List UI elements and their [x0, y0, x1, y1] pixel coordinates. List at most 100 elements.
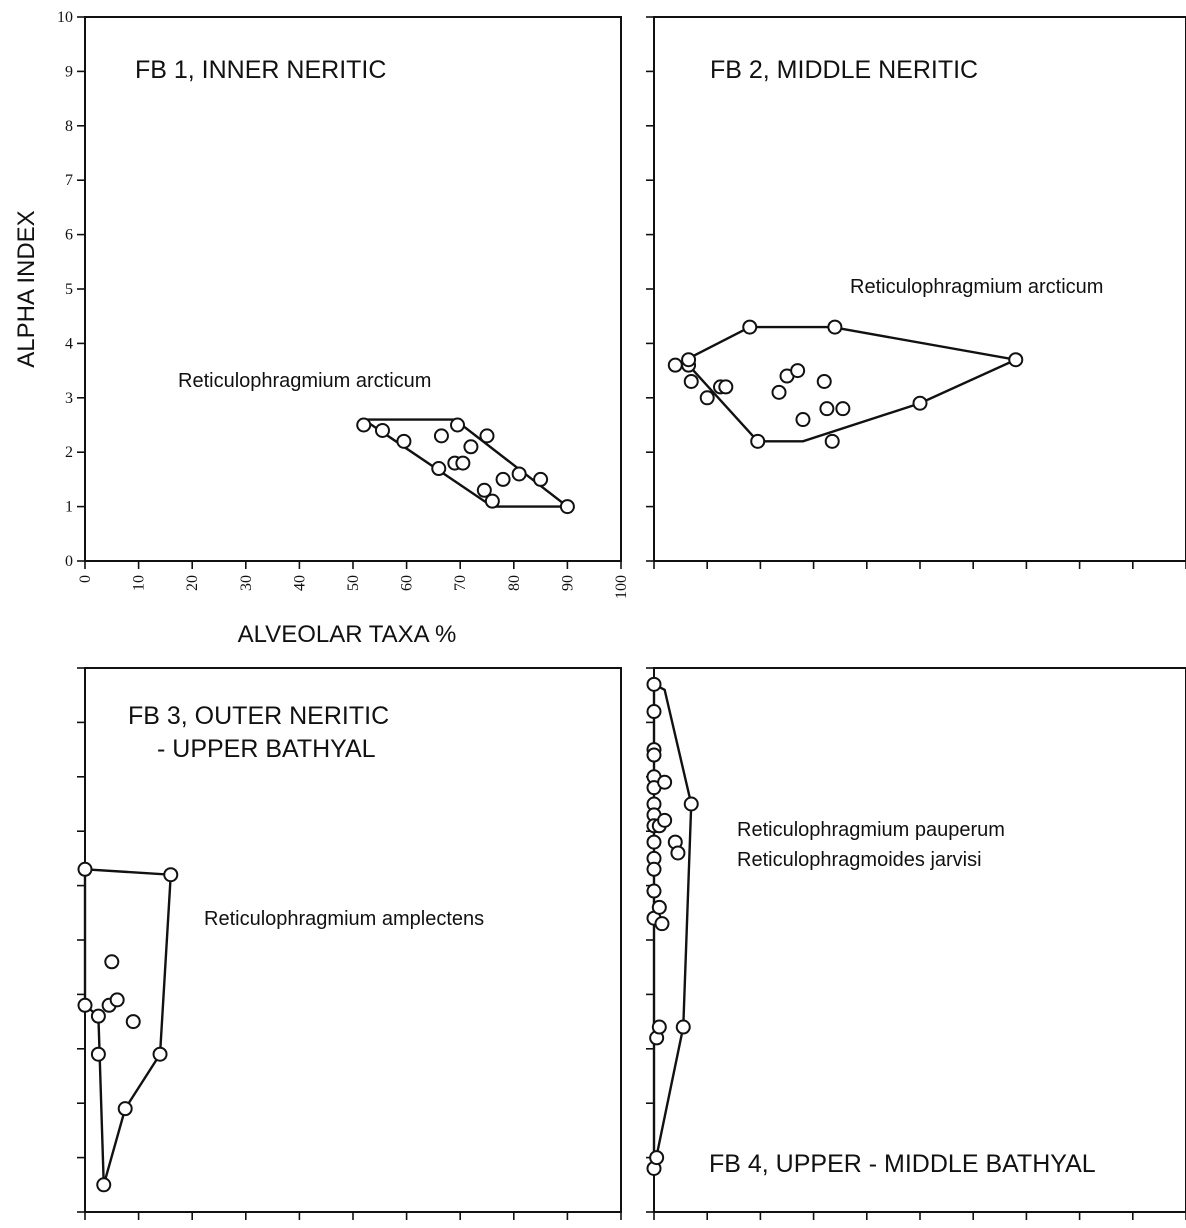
data-point [479, 428, 495, 444]
data-point [495, 471, 511, 487]
data-point [675, 1019, 691, 1035]
data-point [657, 774, 673, 790]
taxon-label: Reticulophragmium arcticum [178, 370, 431, 392]
y-tick-label: 3 [65, 390, 73, 407]
data-point [1008, 352, 1024, 368]
data-point [152, 1046, 168, 1062]
data-point [835, 401, 851, 417]
data-point [657, 812, 673, 828]
panel-title: FB 3, OUTER NERITIC [128, 702, 389, 730]
data-point [463, 439, 479, 455]
x-tick-label: 90 [559, 575, 576, 591]
data-point [651, 1019, 667, 1035]
data-point [742, 319, 758, 335]
taxon-label: Reticulophragmoides jarvisi [737, 849, 982, 871]
data-point [912, 395, 928, 411]
x-tick-label: 20 [184, 575, 201, 591]
panel-title: FB 1, INNER NERITIC [135, 56, 386, 84]
y-tick-label: 2 [65, 444, 73, 461]
panel-title: FB 4, UPPER - MIDDLE BATHYAL [709, 1150, 1096, 1178]
data-point [683, 373, 699, 389]
y-tick-label: 6 [65, 227, 73, 244]
y-tick-label: 8 [65, 118, 73, 135]
data-point [646, 747, 662, 763]
data-point [646, 834, 662, 850]
data-point [431, 461, 447, 477]
data-point [651, 899, 667, 915]
data-point [90, 1046, 106, 1062]
panel-title: FB 2, MIDDLE NERITIC [710, 56, 978, 84]
data-point [90, 1008, 106, 1024]
data-point [667, 357, 683, 373]
data-point [433, 428, 449, 444]
data-point [96, 1177, 112, 1193]
taxon-label: Reticulophragmium pauperum [737, 819, 1005, 841]
data-point [699, 390, 715, 406]
data-point [356, 417, 372, 433]
x-tick-label: 30 [238, 575, 255, 591]
x-tick-label: 60 [399, 575, 416, 591]
x-tick-label: 50 [345, 575, 362, 591]
x-tick-label: 10 [131, 575, 148, 591]
y-tick-label: 10 [57, 9, 73, 26]
data-point [476, 482, 492, 498]
data-point [559, 499, 575, 515]
y-tick-label: 7 [65, 172, 73, 189]
x-tick-label: 0 [77, 575, 94, 583]
data-point [117, 1101, 133, 1117]
data-point [654, 916, 670, 932]
panel-fb3: FB 3, OUTER NERITIC - UPPER BATHYAL Reticu… [77, 667, 622, 1220]
data-point [646, 704, 662, 720]
panel-title: - UPPER BATHYAL [157, 735, 376, 763]
data-point [683, 796, 699, 812]
data-point [125, 1014, 141, 1030]
y-tick-label: 9 [65, 63, 73, 80]
data-point [484, 493, 500, 509]
x-tick-label: 40 [291, 575, 308, 591]
data-point [646, 883, 662, 899]
assemblage-envelope [652, 682, 693, 1169]
panel-fb2: FB 2, MIDDLE NERITIC Reticulophragmium ar… [646, 16, 1186, 569]
data-point [77, 861, 93, 877]
panel-frame [653, 667, 1186, 1213]
data-point [819, 401, 835, 417]
y-tick-label: 1 [65, 499, 73, 516]
data-point [646, 676, 662, 692]
data-point [790, 363, 806, 379]
data-point [646, 861, 662, 877]
data-point [795, 412, 811, 428]
data-point [455, 455, 471, 471]
data-point [104, 954, 120, 970]
data-point [163, 867, 179, 883]
y-tick-label: 5 [65, 281, 73, 298]
data-point [374, 422, 390, 438]
data-point [533, 471, 549, 487]
data-point [750, 433, 766, 449]
data-point [670, 845, 686, 861]
data-point [77, 997, 93, 1013]
x-axis-title: ALVEOLAR TAXA % [238, 621, 457, 648]
data-point [396, 433, 412, 449]
data-point [718, 379, 734, 395]
data-point [649, 1150, 665, 1166]
data-point [450, 417, 466, 433]
x-tick-label: 70 [452, 575, 469, 591]
x-tick-label: 100 [613, 575, 630, 599]
data-point [824, 433, 840, 449]
x-tick-label: 80 [506, 575, 523, 591]
taxon-label: Reticulophragmium arcticum [850, 276, 1103, 298]
y-tick-label: 0 [65, 553, 73, 570]
taxon-label: Reticulophragmium amplectens [204, 908, 484, 930]
data-point [827, 319, 843, 335]
assemblage-envelope [83, 868, 173, 1186]
data-point [816, 373, 832, 389]
data-point [681, 352, 697, 368]
data-point [109, 992, 125, 1008]
panel-fb4: FB 4, UPPER - MIDDLE BATHYAL Reticulophra… [646, 667, 1186, 1220]
y-axis-title: ALPHA INDEX [13, 210, 40, 367]
y-tick-label: 4 [65, 335, 73, 352]
data-point [511, 466, 527, 482]
